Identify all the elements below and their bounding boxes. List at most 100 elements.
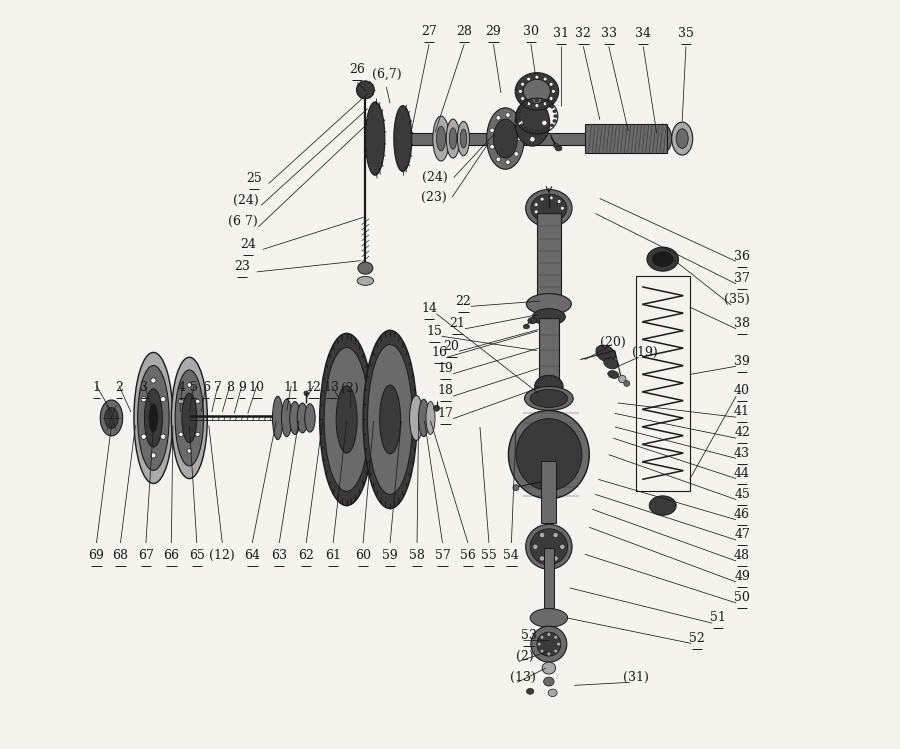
Text: 9: 9 <box>238 381 246 395</box>
Text: 6: 6 <box>202 381 210 395</box>
Text: 67: 67 <box>138 549 154 562</box>
Bar <box>542 461 556 523</box>
Ellipse shape <box>449 128 456 149</box>
Ellipse shape <box>513 485 519 491</box>
Ellipse shape <box>290 401 301 434</box>
Ellipse shape <box>516 419 581 491</box>
Text: 2: 2 <box>115 381 123 395</box>
Ellipse shape <box>550 124 554 127</box>
Ellipse shape <box>552 90 555 94</box>
Text: (20): (20) <box>600 336 626 349</box>
Ellipse shape <box>363 330 417 509</box>
Text: (24): (24) <box>422 171 448 184</box>
Ellipse shape <box>508 410 590 499</box>
Bar <box>539 318 559 398</box>
Ellipse shape <box>561 207 564 210</box>
Ellipse shape <box>554 649 558 653</box>
Ellipse shape <box>394 106 412 172</box>
Text: 24: 24 <box>239 237 256 251</box>
Text: (35): (35) <box>724 293 750 306</box>
Text: 38: 38 <box>734 317 750 330</box>
Ellipse shape <box>524 102 527 105</box>
Text: 20: 20 <box>444 339 459 353</box>
Ellipse shape <box>542 121 547 125</box>
Text: 31: 31 <box>553 27 569 40</box>
Text: (12): (12) <box>210 549 235 562</box>
Ellipse shape <box>540 649 544 653</box>
Text: (31): (31) <box>623 670 649 684</box>
Text: 48: 48 <box>734 549 750 562</box>
Text: 26: 26 <box>349 63 365 76</box>
Text: 11: 11 <box>284 381 299 395</box>
Text: 40: 40 <box>734 384 750 398</box>
Ellipse shape <box>487 108 524 169</box>
Ellipse shape <box>380 385 400 454</box>
Ellipse shape <box>553 143 558 148</box>
Text: 8: 8 <box>226 381 234 395</box>
Ellipse shape <box>535 130 539 133</box>
Text: (2): (2) <box>341 381 358 395</box>
Text: 14: 14 <box>421 302 437 315</box>
Text: 25: 25 <box>246 172 262 185</box>
Text: (2): (2) <box>516 649 534 663</box>
Ellipse shape <box>514 121 518 125</box>
Ellipse shape <box>134 353 173 484</box>
Ellipse shape <box>533 309 565 325</box>
Ellipse shape <box>541 130 544 133</box>
Ellipse shape <box>550 106 554 109</box>
Text: 64: 64 <box>244 549 260 562</box>
Ellipse shape <box>647 247 679 271</box>
Ellipse shape <box>676 129 688 148</box>
Text: 17: 17 <box>437 407 454 420</box>
Text: 7: 7 <box>214 381 221 395</box>
Text: 16: 16 <box>431 345 447 359</box>
Text: 69: 69 <box>88 549 104 562</box>
Ellipse shape <box>553 119 556 122</box>
Ellipse shape <box>187 449 192 453</box>
Ellipse shape <box>529 100 533 103</box>
Text: 44: 44 <box>734 467 750 480</box>
Ellipse shape <box>553 533 558 538</box>
Ellipse shape <box>526 688 534 694</box>
Ellipse shape <box>515 73 559 110</box>
Ellipse shape <box>518 90 522 94</box>
Text: 27: 27 <box>421 25 436 38</box>
Ellipse shape <box>535 210 538 213</box>
Ellipse shape <box>187 383 192 387</box>
Text: (24): (24) <box>233 193 259 207</box>
Ellipse shape <box>530 389 568 407</box>
Ellipse shape <box>521 97 525 100</box>
Text: 32: 32 <box>575 27 591 40</box>
Ellipse shape <box>535 99 539 102</box>
Bar <box>401 133 656 145</box>
Ellipse shape <box>560 544 565 550</box>
Text: 65: 65 <box>189 549 205 562</box>
Text: 19: 19 <box>437 362 454 375</box>
Bar <box>635 276 689 491</box>
Text: 57: 57 <box>435 549 450 562</box>
Text: 13: 13 <box>324 381 339 395</box>
Text: 68: 68 <box>112 549 129 562</box>
Ellipse shape <box>436 126 446 151</box>
Ellipse shape <box>554 115 557 118</box>
Text: 34: 34 <box>635 27 652 40</box>
Text: 66: 66 <box>164 549 179 562</box>
Ellipse shape <box>100 400 122 436</box>
Ellipse shape <box>549 97 553 100</box>
Ellipse shape <box>549 82 553 86</box>
Ellipse shape <box>490 145 494 149</box>
Text: 1: 1 <box>93 381 101 395</box>
Ellipse shape <box>179 399 184 404</box>
Ellipse shape <box>367 345 412 494</box>
Ellipse shape <box>557 200 561 204</box>
Ellipse shape <box>337 386 357 453</box>
Ellipse shape <box>535 375 563 398</box>
Ellipse shape <box>547 652 551 656</box>
Ellipse shape <box>540 635 544 639</box>
Text: 18: 18 <box>437 384 454 398</box>
Text: 54: 54 <box>503 549 519 562</box>
Ellipse shape <box>608 371 619 378</box>
Ellipse shape <box>297 403 308 433</box>
Ellipse shape <box>520 124 524 127</box>
Text: 41: 41 <box>734 405 750 419</box>
